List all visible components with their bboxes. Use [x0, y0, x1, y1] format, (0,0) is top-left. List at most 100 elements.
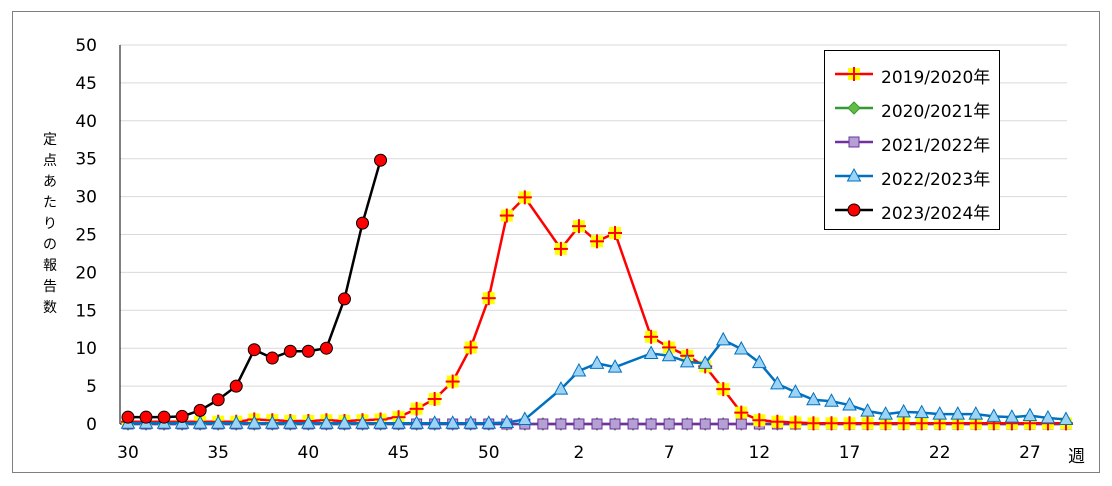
y-tick-label: 50	[75, 36, 97, 56]
data-point	[699, 418, 711, 430]
data-point	[806, 416, 821, 431]
data-point	[914, 404, 930, 419]
data-point	[681, 418, 693, 430]
data-point	[265, 351, 279, 365]
data-point	[589, 355, 605, 369]
data-point	[734, 405, 749, 420]
data-point	[697, 355, 713, 369]
legend-item: 2023/2024年	[825, 193, 999, 227]
data-point	[517, 190, 532, 205]
legend-swatch	[835, 67, 873, 81]
data-point	[643, 345, 659, 360]
data-point	[537, 418, 549, 430]
data-point	[663, 418, 675, 430]
data-point	[481, 291, 496, 306]
data-point	[751, 354, 767, 369]
data-point	[374, 153, 388, 167]
legend-label: 2021/2022年	[881, 136, 991, 156]
y-tick-label: 5	[86, 377, 97, 397]
data-point	[878, 406, 893, 420]
data-point	[264, 415, 280, 429]
data-point	[1022, 407, 1038, 422]
data-point	[717, 418, 729, 430]
legend-swatch	[835, 203, 873, 217]
legend-swatch	[835, 167, 873, 182]
legend-label: 2022/2023年	[881, 170, 991, 190]
data-point	[175, 409, 189, 423]
data-point	[246, 415, 262, 429]
data-point	[752, 413, 767, 428]
data-point	[427, 391, 442, 406]
data-point	[878, 416, 893, 431]
x-tick-label: 35	[207, 443, 229, 463]
x-tick-label: 30	[117, 443, 139, 463]
data-point	[463, 340, 478, 355]
data-point	[355, 415, 370, 429]
data-point	[337, 292, 351, 306]
data-point	[211, 393, 225, 407]
y-tick-label: 40	[75, 112, 97, 132]
legend-swatch	[835, 136, 873, 148]
y-tick-label: 35	[75, 150, 97, 170]
data-point	[571, 362, 587, 377]
x-tick-label: 2	[574, 443, 585, 463]
data-point	[283, 415, 298, 429]
data-point	[301, 415, 316, 429]
data-point	[1004, 409, 1020, 423]
data-point	[121, 410, 135, 424]
data-point	[914, 416, 929, 431]
y-tick-label: 15	[75, 301, 97, 321]
data-point	[247, 343, 261, 357]
data-point	[553, 381, 569, 395]
data-point	[591, 418, 603, 430]
x-axis-label: 週	[1068, 447, 1085, 467]
data-point	[986, 408, 1002, 422]
data-point	[609, 418, 621, 430]
data-point	[517, 411, 533, 425]
data-point	[192, 415, 208, 429]
data-point	[842, 397, 857, 411]
data-point	[499, 208, 514, 223]
y-tick-label: 10	[75, 339, 97, 359]
data-point	[824, 416, 839, 431]
legend-label: 2020/2021年	[881, 102, 991, 122]
data-point	[409, 401, 424, 416]
data-point	[896, 416, 911, 431]
legend: 2019/2020年 2020/2021年 2021/2022年 2022/2023年…	[824, 50, 1000, 230]
y-tick-label: 30	[75, 188, 97, 208]
data-point	[661, 347, 677, 362]
x-tick-label: 40	[298, 443, 320, 463]
data-point	[715, 331, 731, 346]
series-line	[128, 338, 1067, 425]
data-point	[499, 414, 515, 428]
data-point	[607, 359, 623, 373]
data-point	[193, 403, 207, 417]
data-point	[573, 418, 585, 430]
data-point	[445, 374, 460, 389]
data-point	[950, 406, 966, 420]
x-tick-labels: 30 35 40 45 50 2 7 12 17 22 27	[117, 443, 1041, 463]
data-point	[608, 225, 623, 240]
data-point	[679, 353, 695, 368]
data-point	[283, 344, 297, 358]
data-point	[662, 340, 677, 355]
data-point	[228, 415, 244, 429]
x-tick-label: 22	[929, 443, 951, 463]
data-point	[337, 415, 352, 429]
data-point	[806, 391, 821, 406]
data-point	[319, 415, 334, 429]
y-tick-label: 45	[75, 74, 97, 94]
data-point	[627, 418, 639, 430]
data-point	[445, 415, 461, 429]
data-point	[770, 375, 785, 390]
data-point	[391, 415, 406, 429]
data-point	[860, 416, 875, 431]
x-tick-label: 50	[478, 443, 500, 463]
plot-area	[120, 153, 1074, 431]
data-point	[788, 384, 803, 398]
data-point	[301, 344, 315, 358]
y-axis-label: 定点あたりの報告数	[43, 132, 57, 316]
y-tick-label: 25	[75, 226, 97, 246]
series-line	[128, 159, 382, 419]
data-point	[139, 410, 153, 424]
